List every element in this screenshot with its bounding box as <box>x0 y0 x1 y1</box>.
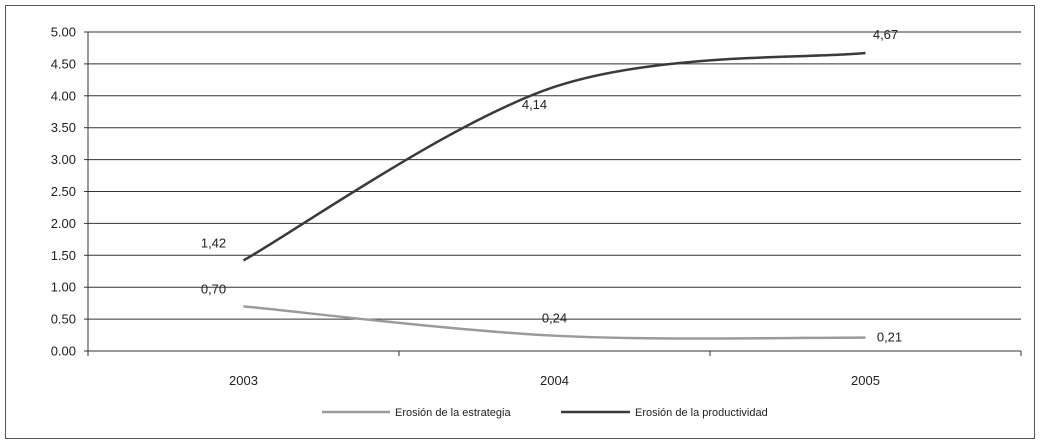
y-tick-label: 5.00 <box>51 25 76 40</box>
data-label: 0,21 <box>877 330 902 345</box>
y-tick-label: 4.00 <box>51 88 76 103</box>
x-tick-label: 2005 <box>851 373 880 388</box>
data-label: 1,42 <box>201 235 226 250</box>
data-label: 0,70 <box>201 281 226 296</box>
y-tick-label: 3.50 <box>51 120 76 135</box>
legend: Erosión de la estrategia Erosión de la p… <box>322 407 768 419</box>
y-tick-label: 2.00 <box>51 216 76 231</box>
y-tick-label: 0.00 <box>51 344 76 359</box>
y-tick-label: 3.00 <box>51 152 76 167</box>
legend-label-productividad: Erosión de la productividad <box>635 407 768 419</box>
axes: 0.00 0.50 1.00 1.50 2.00 2.50 3.00 3.50 4.00 4.50… <box>51 25 1022 388</box>
y-tick-label: 2.50 <box>51 184 76 199</box>
data-labels: 0,70 0,24 0,21 1,42 4,14 4,67 <box>201 27 902 345</box>
y-tick-label: 0.50 <box>51 312 76 327</box>
data-label: 4,14 <box>522 97 547 112</box>
series-line-1 <box>243 305 866 340</box>
x-tick-label: 2004 <box>540 373 569 388</box>
y-tick-label: 1.00 <box>51 280 76 295</box>
data-label: 0,24 <box>542 311 567 326</box>
legend-label-estrategia: Erosión de la estrategia <box>395 407 511 419</box>
series-line-2 <box>242 51 866 262</box>
gridlines <box>88 31 1021 320</box>
series-lines <box>242 51 866 340</box>
x-tick-label: 2003 <box>229 373 258 388</box>
y-tick-label: 1.50 <box>51 248 76 263</box>
chart-frame <box>5 5 1035 439</box>
data-label: 4,67 <box>873 27 898 42</box>
y-tick-label: 4.50 <box>51 56 76 71</box>
